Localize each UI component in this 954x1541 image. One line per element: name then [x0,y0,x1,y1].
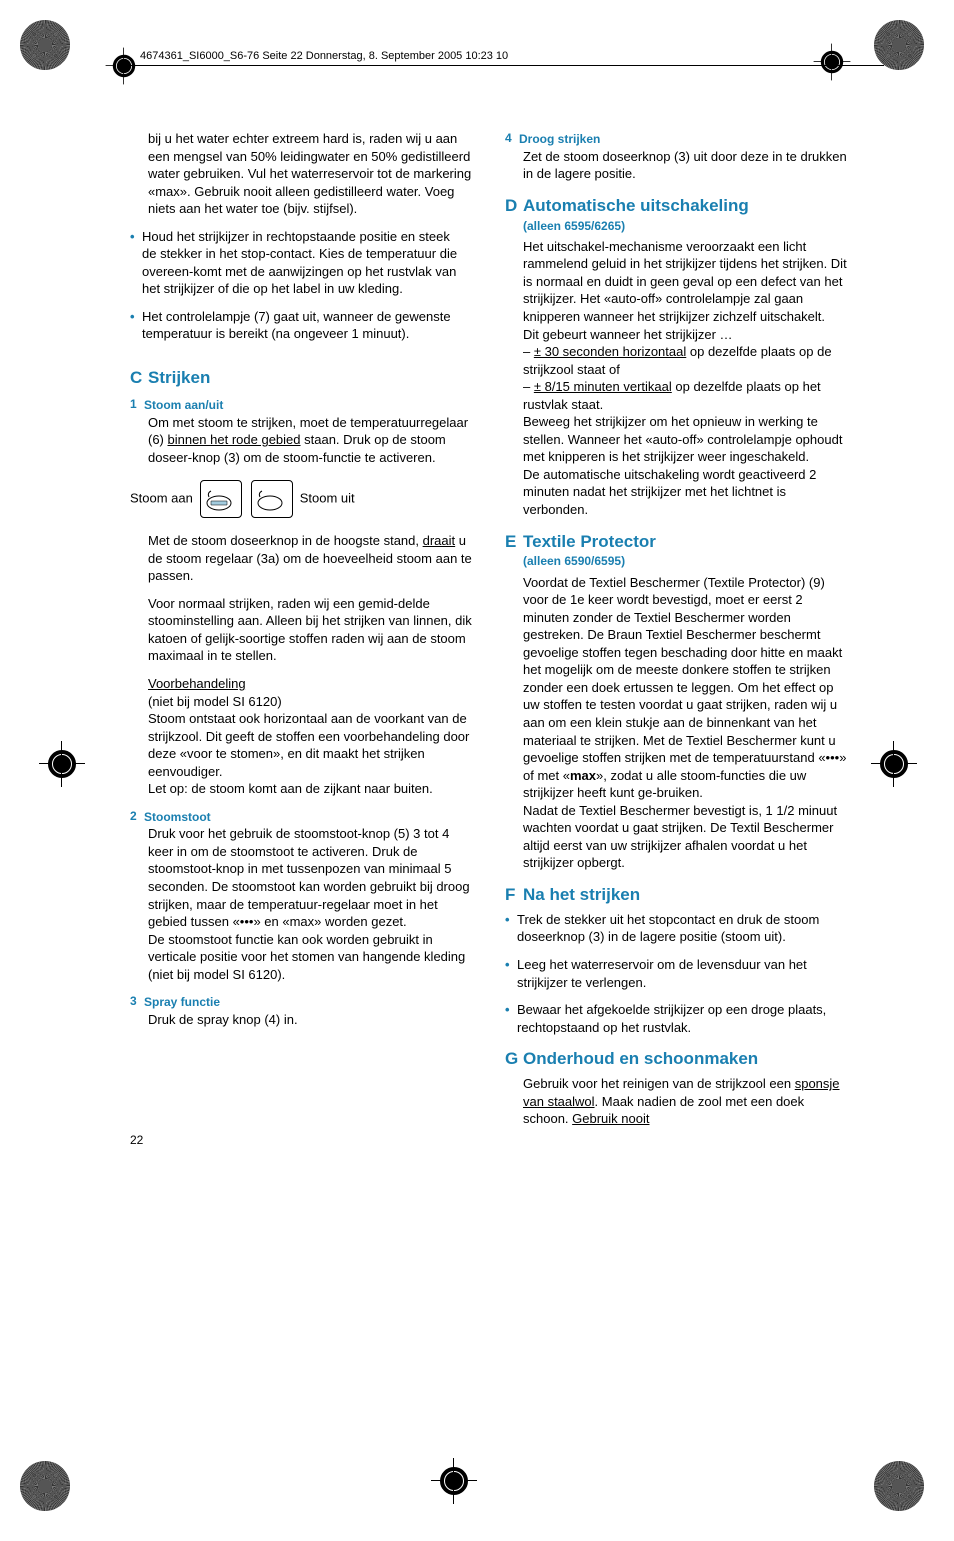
section-g-header: GOnderhoud en schoonmaken [505,1048,850,1071]
section-g-title: Onderhoud en schoonmaken [523,1049,758,1068]
d-paragraph-4: De automatische uitschakeling wordt geac… [523,466,850,519]
header-pass-text: 4674361_SI6000_S6-76 Seite 22 Donnerstag… [140,50,508,62]
c1-paragraph-4: Stoom ontstaat ook horizontaal aan de vo… [148,710,475,780]
c2-paragraph-1: Druk voor het gebruik de stoomstoot-knop… [148,825,475,930]
registration-mark-top-left-small [100,42,130,72]
intro-paragraph: bij u het water echter extreem hard is, … [148,130,475,218]
steam-off-label: Stoom uit [300,491,355,506]
steam-off-icon [251,480,293,518]
f-bullet-2: Leeg het waterreservoir om de levensduur… [517,956,837,991]
c1-paragraph-2: Met de stoom doseerknop in de hoogste st… [148,532,475,585]
voorbehandeling-heading: Voorbehandeling [148,675,475,693]
crop-mark-bottom-right [874,1461,934,1521]
section-c-title: Strijken [148,368,210,387]
registration-mark-left [38,740,84,786]
registration-mark-bottom [430,1457,476,1503]
e-subtitle: (alleen 6590/6595) [523,553,850,569]
subsection-number: 4 [505,130,519,146]
c4-paragraph-1: Zet de stoom doseerknop (3) uit door dez… [523,148,850,183]
steam-diagram: Stoom aan Stoom uit [130,480,475,518]
d-paragraph-2: Dit gebeurt wanneer het strijkijzer … [523,326,850,344]
bullet-text-1: Houd het strijkijzer in rechtopstaande p… [142,228,462,298]
c2-title: Stoomstoot [144,810,211,824]
c1-paragraph-3: Voor normaal strijken, raden wij een gem… [148,595,475,665]
registration-mark-top-right-small [808,38,854,84]
crop-mark-top-right [874,20,934,80]
subsection-number: 3 [130,993,144,1009]
section-d-title: Automatische uitschakeling [523,196,749,215]
d-list-2: – ± 8/15 minuten vertikaal op dezelfde p… [523,378,850,413]
header-rule [130,65,884,66]
crop-mark-bottom-left [20,1461,80,1521]
c2-paragraph-2: De stoomstoot functie kan ook worden geb… [148,931,475,984]
steam-on-icon [200,480,242,518]
bullet-icon: • [505,956,517,974]
registration-mark-right [870,740,916,786]
left-column: bij u het water echter extreem hard is, … [130,130,475,1128]
f-bullet-3: Bewaar het afgekoelde strijkijzer op een… [517,1001,837,1036]
d-list-1: – ± 30 seconden horizontaal op dezelfde … [523,343,850,378]
bullet-icon: • [505,1001,517,1019]
c4-title: Droog strijken [519,132,600,146]
crop-mark-top-left [20,20,80,80]
section-e-header: ETextile Protector [505,531,850,554]
g-paragraph-1: Gebruik voor het reinigen van de strijkz… [523,1075,850,1128]
c3-title: Spray functie [144,995,220,1009]
steam-on-label: Stoom aan [130,491,193,506]
page-content: bij u het water echter extreem hard is, … [130,130,850,1128]
c1-paragraph-1: Om met stoom te strijken, moet de temper… [148,414,475,467]
subsection-number: 2 [130,808,144,824]
f-bullet-1: Trek de stekker uit het stopcontact en d… [517,911,837,946]
d-paragraph-1: Het uitschakel-mechanisme veroorzaakt ee… [523,238,850,326]
d-paragraph-3: Beweeg het strijkijzer om het opnieuw in… [523,413,850,466]
c3-paragraph-1: Druk de spray knop (4) in. [148,1011,475,1029]
page-number: 22 [130,1132,143,1148]
e-paragraph-1: Voordat de Textiel Beschermer (Textile P… [523,574,850,802]
section-f-header: FNa het strijken [505,884,850,907]
bullet-icon: • [130,308,142,326]
section-f-title: Na het strijken [523,885,640,904]
section-e-title: Textile Protector [523,532,656,551]
subsection-number: 1 [130,396,144,412]
bullet-text-2: Het controlelampje (7) gaat uit, wanneer… [142,308,462,343]
e-paragraph-2: Nadat de Textiel Beschermer bevestigt is… [523,802,850,872]
bullet-icon: • [505,911,517,929]
right-column: 4Droog strijken Zet de stoom doseerknop … [505,130,850,1128]
d-subtitle: (alleen 6595/6265) [523,218,850,234]
section-d-header: DAutomatische uitschakeling [505,195,850,218]
bullet-icon: • [130,228,142,246]
c1-paragraph-5: Let op: de stoom komt aan de zijkant naa… [148,780,475,798]
c1-title: Stoom aan/uit [144,398,223,412]
section-c-header: CStrijken [130,367,475,390]
model-note: (niet bij model SI 6120) [148,693,475,711]
